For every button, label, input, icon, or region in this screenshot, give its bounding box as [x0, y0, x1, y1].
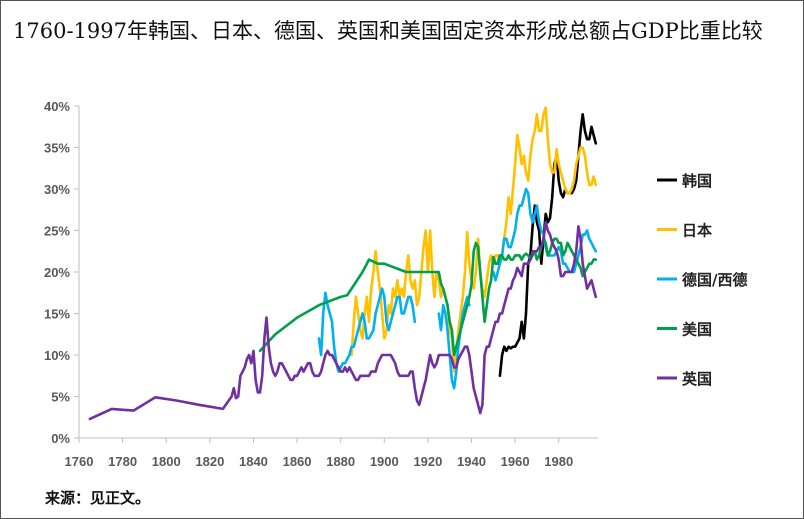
legend-label-0: 韩国 — [682, 172, 712, 190]
series-line-0 — [498, 113, 598, 378]
source-note: 来源：见正文。 — [45, 489, 151, 507]
y-tick-label: 0% — [51, 431, 70, 446]
x-tick-label: 1960 — [501, 454, 530, 469]
series-line-2 — [317, 287, 417, 373]
chart-title: 1760-1997年韩国、日本、德国、英国和美国固定资本形成总额占GDP比重比较 — [13, 19, 763, 43]
series-line-1 — [350, 106, 598, 373]
legend-label-4: 英国 — [682, 370, 712, 388]
series-line-3 — [258, 237, 598, 357]
legend-label-1: 日本 — [682, 222, 712, 240]
y-tick-label: 20% — [44, 265, 70, 280]
series-line-4 — [88, 220, 598, 421]
x-tick-label: 1820 — [195, 454, 224, 469]
y-tick-label: 25% — [44, 224, 70, 239]
x-tick-label: 1900 — [370, 454, 399, 469]
x-tick-label: 1920 — [413, 454, 442, 469]
x-tick-label: 1860 — [283, 454, 312, 469]
y-tick-label: 30% — [44, 182, 70, 197]
y-tick-label: 5% — [51, 390, 70, 405]
x-tick-label: 1880 — [326, 454, 355, 469]
legend-label-3: 美国 — [682, 321, 712, 339]
series-layer — [88, 106, 598, 421]
y-tick-label: 10% — [44, 348, 70, 363]
x-tick-label: 1940 — [457, 454, 486, 469]
series-line-2 — [437, 295, 471, 390]
x-tick-label: 1800 — [152, 454, 181, 469]
y-tick-label: 40% — [44, 99, 70, 114]
x-tick-label: 1980 — [544, 454, 573, 469]
y-tick-label: 15% — [44, 307, 70, 322]
y-tick-label: 35% — [44, 141, 70, 156]
legend-label-2: 德国/西德 — [682, 271, 747, 289]
x-tick-label: 1840 — [239, 454, 268, 469]
x-tick-label: 1780 — [108, 454, 137, 469]
axes: 0% 5% 10% 15% 20% 25% 30% 35% 40% 1760 1780 1800 182… — [44, 99, 598, 469]
x-tick-label: 1760 — [65, 454, 94, 469]
